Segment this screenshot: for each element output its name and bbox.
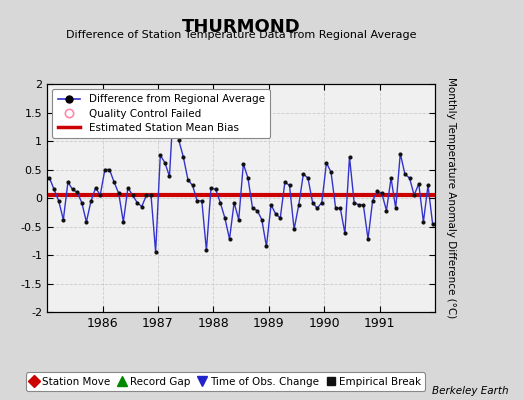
- Text: Difference of Station Temperature Data from Regional Average: Difference of Station Temperature Data f…: [66, 30, 416, 40]
- Text: Berkeley Earth: Berkeley Earth: [432, 386, 508, 396]
- Y-axis label: Monthly Temperature Anomaly Difference (°C): Monthly Temperature Anomaly Difference (…: [446, 77, 456, 319]
- Legend: Station Move, Record Gap, Time of Obs. Change, Empirical Break: Station Move, Record Gap, Time of Obs. C…: [26, 372, 425, 391]
- Legend: Difference from Regional Average, Quality Control Failed, Estimated Station Mean: Difference from Regional Average, Qualit…: [52, 89, 270, 138]
- Text: THURMOND: THURMOND: [182, 18, 300, 36]
